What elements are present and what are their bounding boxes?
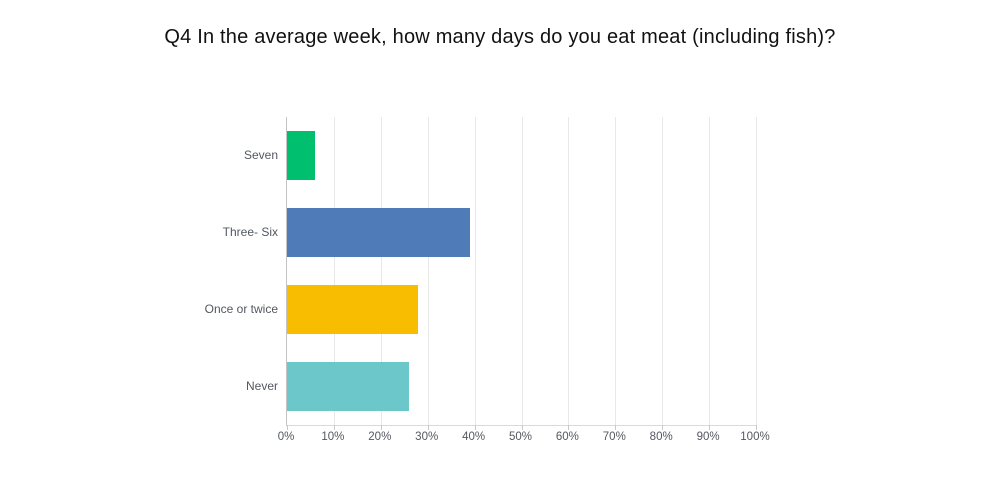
category-label-never: Never [245,379,278,393]
axis-tick-50 [521,425,523,430]
axis-tick-40 [474,425,476,430]
axis-tick-70 [615,425,617,430]
axis-tick-100 [756,425,757,430]
bar-seven [287,131,316,180]
gridline-40 [474,117,476,425]
x-tick-label-90: 90% [696,431,720,443]
category-label-seven: Seven [243,148,278,162]
bar-row [287,348,756,425]
gridline-100 [756,117,757,425]
category-label-three-six: Three- Six [222,225,278,239]
x-axis-labels: 0% 10% 20% 30% 40% 50% 60% 70% 80% 90% 100% [278,431,770,447]
bar-row [287,271,756,348]
x-tick-label-30: 30% [415,431,439,443]
bar-once-or-twice [287,285,419,334]
gridline-30 [427,117,429,425]
axis-tick-60 [568,425,570,430]
axis-tick-20 [380,425,382,430]
gridline-60 [568,117,570,425]
bar-three-six [287,208,470,257]
x-tick-label-80: 80% [649,431,673,443]
x-tick-label-20: 20% [368,431,392,443]
gridline-90 [709,117,711,425]
gridline-70 [615,117,617,425]
chart-title: Q4 In the average week, how many days do… [164,26,836,48]
axis-tick-90 [709,425,711,430]
y-axis-labels: Seven Three- Six Once or twice Never [0,117,278,425]
category-label-once-or-twice: Once or twice [204,302,278,316]
gridline-50 [521,117,523,425]
x-tick-label-0: 0% [277,431,295,443]
x-tick-label-40: 40% [462,431,486,443]
axis-tick-30 [427,425,429,430]
bar-never [287,362,409,411]
x-tick-label-50: 50% [508,431,533,443]
axis-tick-80 [662,425,664,430]
gridline-20 [380,117,382,425]
axis-tick-10 [333,425,335,430]
x-tick-label-70: 70% [602,431,626,443]
x-tick-label-60: 60% [555,431,579,443]
axis-tick-0 [287,425,288,430]
x-tick-label-100: 100% [740,431,770,443]
gridline-80 [662,117,664,425]
gridline-10 [333,117,335,425]
plot-area [286,117,757,430]
bar-row [287,194,756,271]
bar-row [287,117,756,194]
x-tick-label-10: 10% [321,431,345,443]
